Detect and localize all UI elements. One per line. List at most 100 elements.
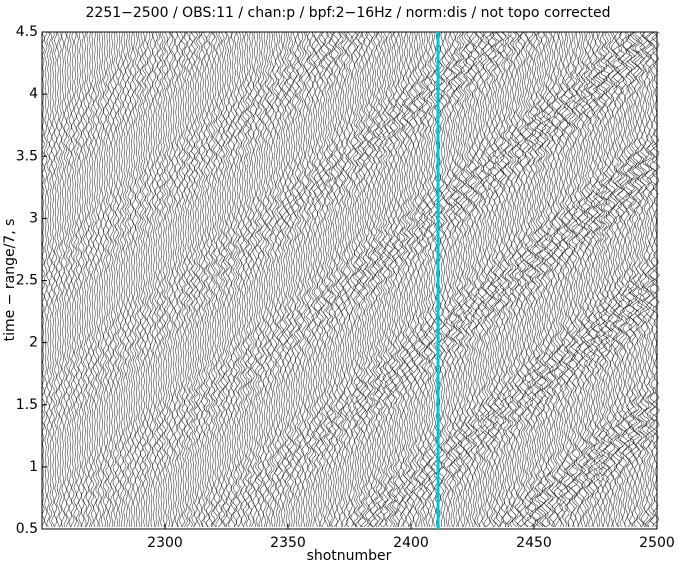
- trace: [195, 31, 201, 528]
- trace: [320, 31, 327, 528]
- trace: [416, 31, 423, 527]
- trace: [527, 31, 534, 528]
- trace: [430, 31, 438, 528]
- trace: [301, 31, 307, 528]
- trace: [428, 31, 436, 528]
- trace: [168, 31, 174, 528]
- x-tick-label: 2350: [270, 535, 306, 551]
- trace: [289, 31, 295, 528]
- y-tick-label: 0.5: [16, 521, 38, 537]
- trace: [75, 31, 80, 528]
- trace: [570, 31, 579, 528]
- trace: [127, 31, 132, 528]
- trace: [479, 31, 488, 528]
- trace: [582, 31, 591, 528]
- trace: [475, 31, 483, 528]
- trace: [651, 31, 661, 528]
- trace: [78, 31, 83, 528]
- trace: [310, 31, 317, 527]
- trace: [394, 31, 401, 528]
- trace: [514, 31, 522, 528]
- trace: [563, 31, 572, 528]
- trace: [149, 31, 154, 528]
- trace: [470, 31, 478, 528]
- trace: [293, 31, 300, 528]
- trace: [531, 31, 539, 528]
- trace: [222, 31, 228, 528]
- trace: [151, 31, 157, 528]
- trace: [624, 31, 633, 528]
- trace: [102, 31, 107, 528]
- trace: [499, 31, 508, 528]
- trace: [92, 31, 97, 528]
- trace: [217, 31, 223, 528]
- trace: [438, 31, 446, 528]
- trace: [421, 31, 428, 528]
- trace: [185, 31, 191, 528]
- x-tick-label: 2400: [393, 535, 429, 551]
- trace: [631, 31, 641, 528]
- trace: [440, 31, 448, 528]
- trace: [129, 31, 134, 528]
- trace: [225, 31, 231, 528]
- trace: [509, 31, 517, 528]
- trace: [504, 31, 512, 528]
- trace: [119, 31, 125, 528]
- y-tick-label: 4.5: [16, 24, 38, 40]
- trace: [144, 31, 149, 528]
- trace: [573, 31, 582, 528]
- trace: [283, 32, 290, 528]
- trace: [252, 31, 258, 528]
- trace: [325, 31, 332, 528]
- trace: [335, 31, 342, 528]
- trace: [590, 31, 599, 528]
- trace: [63, 31, 68, 528]
- trace: [266, 31, 273, 528]
- trace: [345, 31, 352, 528]
- trace: [296, 31, 302, 528]
- trace: [156, 31, 162, 528]
- trace: [281, 31, 288, 528]
- trace: [188, 31, 194, 528]
- trace: [271, 31, 278, 528]
- trace: [254, 31, 260, 528]
- trace: [330, 31, 337, 528]
- trace: [247, 31, 253, 528]
- trace: [337, 31, 344, 528]
- trace: [136, 31, 142, 528]
- trace: [112, 31, 117, 527]
- trace: [408, 31, 416, 528]
- trace: [210, 31, 216, 528]
- trace: [227, 31, 233, 528]
- trace: [274, 31, 280, 528]
- trace: [391, 31, 399, 528]
- trace: [242, 31, 248, 528]
- trace: [472, 31, 480, 528]
- trace: [487, 31, 495, 528]
- trace: [237, 31, 243, 528]
- trace: [212, 31, 218, 528]
- trace: [494, 31, 502, 528]
- trace: [492, 31, 500, 528]
- trace: [536, 31, 545, 528]
- trace: [460, 31, 468, 528]
- trace: [198, 31, 204, 528]
- trace: [450, 31, 458, 528]
- trace: [538, 31, 547, 528]
- trace: [399, 31, 406, 528]
- trace: [215, 31, 221, 528]
- trace: [467, 31, 475, 528]
- trace: [445, 31, 453, 528]
- trace: [423, 31, 431, 528]
- trace: [636, 31, 646, 528]
- trace: [306, 31, 312, 528]
- y-tick-label: 1.5: [16, 397, 38, 413]
- trace: [181, 31, 186, 528]
- trace: [291, 31, 297, 528]
- trace: [315, 31, 322, 528]
- trace: [489, 31, 498, 528]
- x-tick-label: 2450: [516, 535, 552, 551]
- trace: [528, 31, 537, 528]
- trace: [323, 31, 330, 528]
- trace: [546, 31, 554, 528]
